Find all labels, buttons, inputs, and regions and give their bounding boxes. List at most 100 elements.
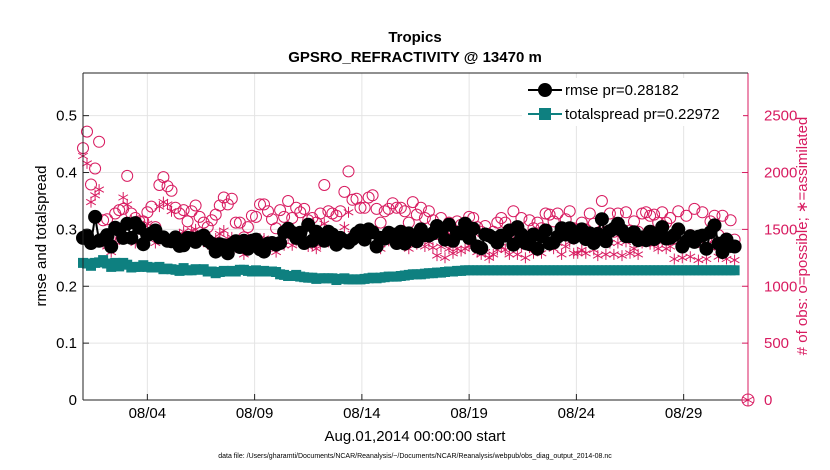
possible-obs-point bbox=[583, 207, 596, 220]
assimilated-obs-point bbox=[460, 243, 471, 255]
possible-obs-point bbox=[507, 205, 520, 218]
zero-obs-marker bbox=[741, 393, 755, 407]
assimilated-obs-point bbox=[677, 252, 688, 264]
possible-obs-point bbox=[213, 199, 226, 212]
possible-obs-point bbox=[688, 202, 701, 215]
left-y-tick-label: 0.2 bbox=[56, 278, 77, 295]
left-y-axis-label: rmse and totalspread bbox=[33, 166, 50, 307]
possible-obs-point bbox=[406, 196, 419, 209]
possible-obs-point bbox=[274, 204, 287, 217]
assimilated-obs-point bbox=[81, 157, 93, 169]
possible-obs-point bbox=[254, 198, 266, 211]
right-y-tick-label: 1500 bbox=[764, 221, 797, 238]
rmse-point bbox=[104, 239, 119, 254]
assimilated-obs-point bbox=[616, 250, 628, 262]
legend: rmse pr=0.28182 totalspread pr=0.22972 bbox=[522, 78, 743, 126]
possible-obs-point bbox=[495, 212, 508, 224]
series-totalspread bbox=[78, 255, 740, 285]
possible-obs-point bbox=[523, 214, 536, 227]
possible-obs-point bbox=[410, 208, 423, 221]
assimilated-obs-point bbox=[512, 248, 523, 260]
assimilated-obs-point bbox=[568, 247, 579, 259]
assimilated-obs-point bbox=[484, 252, 495, 264]
possible-obs-point bbox=[680, 209, 693, 222]
possible-obs-point bbox=[189, 199, 202, 212]
possible-obs-point bbox=[177, 204, 190, 217]
assimilated-obs-point bbox=[218, 225, 229, 236]
possible-obs-point bbox=[370, 202, 383, 215]
rmse-point bbox=[273, 236, 288, 250]
series-rmse bbox=[76, 209, 742, 261]
assimilated-obs-point bbox=[94, 184, 105, 196]
legend-spread-marker bbox=[539, 108, 551, 120]
possible-obs-point bbox=[374, 216, 387, 229]
rmse-point bbox=[699, 241, 714, 256]
axis-ticks: 08/04 08/09 08/14 08/19 08/24 08/29 0 0.1 0.2 0.3… bbox=[56, 108, 797, 422]
possible-obs-point bbox=[181, 215, 194, 228]
zero-assimilated-marker bbox=[742, 394, 754, 406]
left-y-tick-label: 0.3 bbox=[56, 221, 77, 238]
assimilated-obs-point bbox=[592, 250, 603, 262]
assimilated-obs-point bbox=[122, 198, 133, 210]
assimilated-obs-point bbox=[729, 254, 740, 266]
possible-obs-point bbox=[294, 206, 307, 219]
possible-obs-point bbox=[217, 191, 230, 204]
possible-obs-point bbox=[81, 125, 93, 138]
assimilated-obs-point bbox=[600, 248, 611, 260]
assimilated-obs-point bbox=[162, 198, 173, 210]
assimilated-obs-point bbox=[560, 241, 571, 252]
left-y-tick-label: 0.1 bbox=[56, 335, 77, 352]
assimilated-obs-point bbox=[669, 253, 680, 265]
possible-obs-point bbox=[250, 210, 262, 223]
possible-obs-point bbox=[551, 207, 564, 220]
possible-obs-point bbox=[161, 180, 174, 193]
assimilated-obs-point bbox=[447, 247, 459, 259]
possible-obs-point bbox=[338, 185, 351, 198]
assimilated-obs-point bbox=[431, 250, 443, 262]
possible-obs-point bbox=[656, 206, 669, 219]
possible-obs-point bbox=[390, 201, 403, 214]
possible-obs-point bbox=[225, 192, 238, 205]
possible-obs-point bbox=[354, 201, 367, 214]
rmse-point bbox=[474, 241, 489, 256]
possible-obs-point bbox=[197, 216, 210, 229]
possible-obs-point bbox=[491, 216, 504, 229]
assimilated-obs-point bbox=[633, 248, 644, 260]
possible-obs-point bbox=[543, 208, 556, 221]
possible-obs-point bbox=[173, 207, 186, 220]
rmse-point bbox=[594, 212, 609, 227]
chart-title-line1: Tropics bbox=[388, 29, 441, 46]
assimilated-obs-point bbox=[520, 252, 531, 264]
assimilated-obs-point bbox=[427, 242, 438, 254]
possible-obs-point bbox=[696, 206, 709, 219]
possible-obs-point bbox=[398, 205, 411, 218]
assimilated-obs-point bbox=[85, 196, 97, 208]
possible-obs-point bbox=[648, 208, 661, 221]
possible-obs-point bbox=[165, 184, 178, 197]
assimilated-obs-point bbox=[624, 247, 636, 259]
x-tick-label: 08/19 bbox=[450, 405, 488, 422]
possible-obs-point bbox=[262, 205, 274, 218]
left-y-tick-label: 0 bbox=[69, 392, 77, 409]
assimilated-obs-point bbox=[580, 247, 591, 259]
rmse-point bbox=[506, 237, 521, 252]
rmse-point bbox=[538, 223, 553, 238]
possible-obs-point bbox=[414, 201, 427, 214]
rmse-point bbox=[88, 209, 103, 224]
assimilated-obs-point bbox=[488, 248, 499, 260]
rmse-point bbox=[707, 218, 722, 233]
assimilated-obs-point bbox=[118, 192, 129, 203]
possible-obs-point bbox=[282, 195, 295, 207]
x-tick-label: 08/09 bbox=[236, 405, 274, 422]
possible-obs-point bbox=[314, 207, 327, 220]
legend-rmse-marker bbox=[538, 83, 552, 97]
assimilated-obs-point bbox=[439, 252, 451, 264]
possible-obs-point bbox=[418, 212, 431, 224]
possible-obs-point bbox=[318, 179, 331, 191]
possible-obs-point bbox=[640, 206, 653, 219]
rmse-point bbox=[124, 230, 139, 245]
data-file-footnote: data file: /Users/gharamti/Documents/NCA… bbox=[218, 453, 612, 460]
x-tick-label: 08/24 bbox=[558, 405, 596, 422]
possible-obs-point bbox=[241, 221, 254, 234]
possible-obs-point bbox=[145, 200, 158, 213]
